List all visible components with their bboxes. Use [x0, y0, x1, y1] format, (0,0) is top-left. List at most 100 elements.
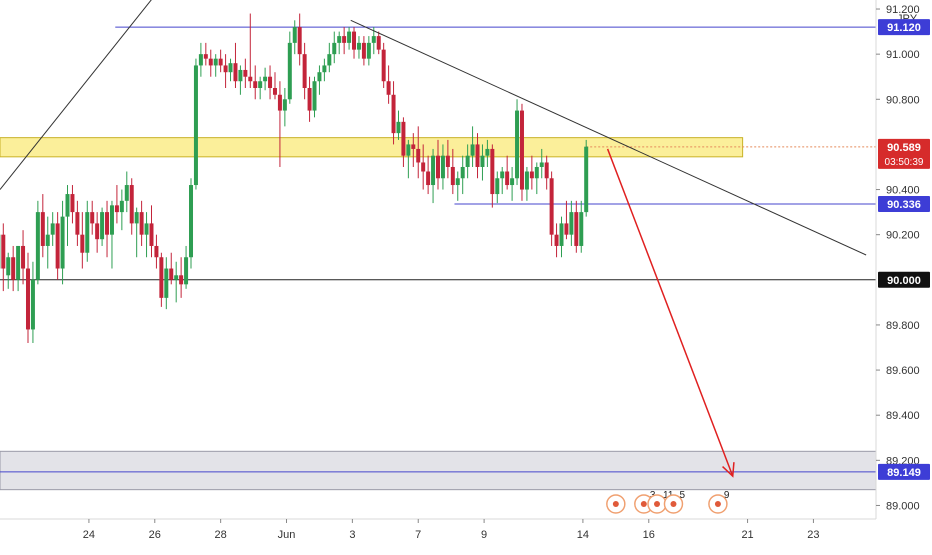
- candle-body: [140, 212, 144, 235]
- candle-body: [525, 171, 529, 189]
- candle: [298, 14, 302, 66]
- x-tick-label: 26: [149, 529, 161, 541]
- candle: [224, 54, 228, 88]
- x-tick-label: 14: [577, 529, 589, 541]
- candle: [26, 253, 30, 343]
- candle-body: [273, 88, 277, 95]
- candle: [510, 167, 514, 201]
- candle-body: [189, 185, 193, 257]
- candle: [505, 156, 509, 190]
- candle-body: [584, 147, 588, 212]
- candle-body: [90, 212, 94, 223]
- y-tick-label: 89.400: [886, 410, 920, 422]
- candle-body: [11, 257, 15, 280]
- candle: [95, 212, 99, 253]
- candle-body: [130, 185, 134, 223]
- candle-body: [41, 212, 45, 246]
- price-label: 90.000: [878, 272, 930, 288]
- candle-body: [337, 36, 341, 43]
- candle: [535, 162, 539, 194]
- candle: [248, 14, 252, 88]
- candle: [545, 156, 549, 190]
- candle: [140, 201, 144, 246]
- candle-body: [367, 43, 371, 59]
- x-tick-label: 21: [741, 529, 753, 541]
- candle-body: [263, 77, 267, 82]
- event-marker[interactable]: 9: [709, 490, 730, 513]
- candle: [154, 235, 158, 269]
- candle: [490, 144, 494, 207]
- trendlines-layer: [0, 0, 866, 476]
- price-label-value: 91.120: [887, 22, 921, 34]
- candle-body: [61, 217, 65, 269]
- candle: [347, 27, 351, 50]
- candle-body: [199, 54, 203, 65]
- candle-body: [209, 59, 213, 66]
- candle-body: [21, 246, 25, 269]
- candle-body: [530, 171, 534, 178]
- price-label-value: 90.000: [887, 275, 921, 287]
- candle: [500, 167, 504, 194]
- candle-body: [105, 212, 109, 235]
- candle-body: [579, 212, 583, 246]
- candle-body: [145, 223, 149, 234]
- candle-body: [288, 43, 292, 99]
- candle-body: [238, 70, 242, 81]
- candle-body: [377, 36, 381, 50]
- candle-body: [392, 95, 396, 133]
- candle: [288, 32, 292, 104]
- candle: [229, 59, 233, 82]
- y-tick-label: 89.800: [886, 320, 920, 332]
- candle-body: [248, 77, 252, 82]
- y-tick-label: 91.200: [886, 4, 920, 16]
- candle: [56, 212, 60, 280]
- candle: [313, 77, 317, 118]
- candle: [406, 140, 410, 178]
- candle: [11, 246, 15, 291]
- candle: [352, 27, 356, 59]
- target-zone: [0, 451, 876, 489]
- candle-body: [545, 162, 549, 178]
- candle: [555, 223, 559, 257]
- candle: [401, 117, 405, 167]
- candle: [199, 43, 203, 77]
- candle-body: [154, 246, 158, 257]
- candle-body: [149, 223, 153, 246]
- candle-body: [31, 280, 35, 330]
- x-tick-label: 23: [807, 529, 819, 541]
- candle-body: [6, 257, 10, 275]
- x-tick-label: 9: [481, 529, 487, 541]
- candle: [367, 36, 371, 65]
- candle-body: [500, 171, 504, 178]
- candle: [238, 65, 242, 94]
- candle-body: [125, 185, 129, 201]
- candle-body: [480, 156, 484, 167]
- candle-body: [46, 235, 50, 246]
- candle: [174, 262, 178, 303]
- candle: [322, 59, 326, 82]
- candle-body: [535, 167, 539, 178]
- x-tick-label: 16: [643, 529, 655, 541]
- candle-body: [16, 246, 20, 280]
- candle: [461, 156, 465, 194]
- candle-body: [115, 205, 119, 212]
- event-marker[interactable]: [607, 495, 625, 513]
- candle-body: [204, 54, 208, 59]
- candle-body: [1, 235, 5, 269]
- x-tick-label: 24: [83, 529, 95, 541]
- candle-body: [520, 111, 524, 190]
- candle: [308, 77, 312, 122]
- candle-body: [174, 275, 178, 280]
- candle-body: [224, 65, 228, 72]
- event-marker-count: 5: [679, 490, 685, 501]
- candle-body: [382, 50, 386, 82]
- price-label: 91.120: [878, 19, 930, 35]
- candle-body: [75, 212, 79, 235]
- candle: [90, 201, 94, 235]
- candle: [569, 201, 573, 246]
- y-tick-label: 91.000: [886, 49, 920, 61]
- candle: [100, 208, 104, 246]
